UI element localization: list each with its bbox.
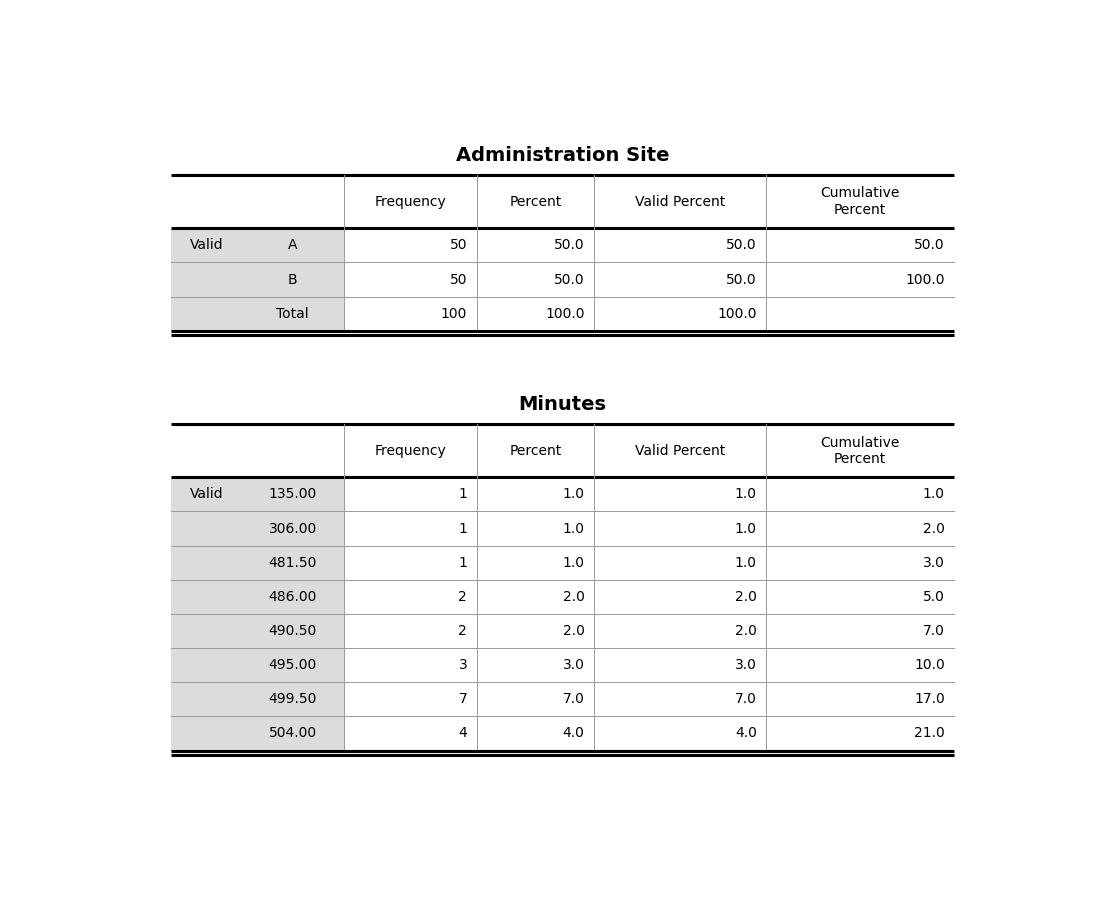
Text: 50.0: 50.0 (554, 273, 584, 286)
Text: 50.0: 50.0 (726, 273, 757, 286)
Bar (171, 614, 344, 648)
Text: 2.0: 2.0 (563, 590, 584, 603)
Text: 499.50: 499.50 (268, 692, 317, 706)
Bar (171, 297, 344, 331)
Bar (171, 682, 344, 716)
Text: 1.0: 1.0 (735, 487, 757, 502)
Text: 2.0: 2.0 (735, 590, 757, 603)
Text: 50.0: 50.0 (915, 238, 944, 252)
Text: Frequency: Frequency (374, 195, 446, 209)
Text: 7.0: 7.0 (923, 624, 944, 638)
Bar (171, 579, 344, 614)
Text: 50.0: 50.0 (726, 238, 757, 252)
Bar (171, 228, 344, 262)
Text: Cumulative
Percent: Cumulative Percent (820, 187, 900, 217)
Text: Percent: Percent (509, 444, 561, 457)
Text: Minutes: Minutes (518, 395, 607, 414)
Text: 2.0: 2.0 (735, 624, 757, 638)
Text: A: A (288, 238, 298, 252)
Bar (171, 478, 344, 512)
Text: 2: 2 (459, 624, 468, 638)
Text: Cumulative
Percent: Cumulative Percent (820, 435, 900, 466)
Text: 2: 2 (459, 590, 468, 603)
Text: 4.0: 4.0 (563, 726, 584, 740)
Text: 1.0: 1.0 (562, 555, 584, 570)
Text: 50: 50 (450, 238, 468, 252)
Text: Valid: Valid (190, 238, 223, 252)
Text: 1: 1 (458, 521, 468, 536)
Text: Valid: Valid (190, 487, 223, 502)
Text: 3: 3 (459, 658, 468, 672)
Bar (171, 648, 344, 682)
Text: 504.00: 504.00 (269, 726, 316, 740)
Text: 135.00: 135.00 (269, 487, 316, 502)
Text: 3.0: 3.0 (735, 658, 757, 672)
Text: 7.0: 7.0 (735, 692, 757, 706)
Text: 1.0: 1.0 (735, 555, 757, 570)
Text: 100.0: 100.0 (545, 307, 584, 321)
Text: 100.0: 100.0 (717, 307, 757, 321)
Text: 1.0: 1.0 (922, 487, 944, 502)
Text: 17.0: 17.0 (914, 692, 944, 706)
Text: Valid Percent: Valid Percent (635, 444, 726, 457)
Text: Total: Total (277, 307, 309, 321)
Text: 3.0: 3.0 (923, 555, 944, 570)
Text: Administration Site: Administration Site (456, 146, 670, 164)
Bar (171, 262, 344, 297)
Text: 3.0: 3.0 (563, 658, 584, 672)
Text: 490.50: 490.50 (269, 624, 316, 638)
Text: 100.0: 100.0 (905, 273, 944, 286)
Bar (171, 512, 344, 545)
Bar (171, 716, 344, 750)
Text: 481.50: 481.50 (268, 555, 317, 570)
Text: 4: 4 (459, 726, 468, 740)
Text: 1: 1 (458, 555, 468, 570)
Text: 7: 7 (459, 692, 468, 706)
Text: 486.00: 486.00 (268, 590, 317, 603)
Text: 306.00: 306.00 (269, 521, 316, 536)
Text: 1.0: 1.0 (562, 487, 584, 502)
Text: 4.0: 4.0 (735, 726, 757, 740)
Text: 7.0: 7.0 (563, 692, 584, 706)
Text: 2.0: 2.0 (563, 624, 584, 638)
Text: 1.0: 1.0 (562, 521, 584, 536)
Text: 2.0: 2.0 (923, 521, 944, 536)
Text: B: B (288, 273, 298, 286)
Text: 50.0: 50.0 (554, 238, 584, 252)
Text: 10.0: 10.0 (914, 658, 944, 672)
Text: 100: 100 (440, 307, 468, 321)
Text: 50: 50 (450, 273, 468, 286)
Text: 1: 1 (458, 487, 468, 502)
Text: Percent: Percent (509, 195, 561, 209)
Text: 1.0: 1.0 (735, 521, 757, 536)
Text: Valid Percent: Valid Percent (635, 195, 726, 209)
Text: 495.00: 495.00 (269, 658, 316, 672)
Text: 5.0: 5.0 (923, 590, 944, 603)
Text: Frequency: Frequency (374, 444, 446, 457)
Text: 21.0: 21.0 (914, 726, 944, 740)
Bar (171, 545, 344, 579)
